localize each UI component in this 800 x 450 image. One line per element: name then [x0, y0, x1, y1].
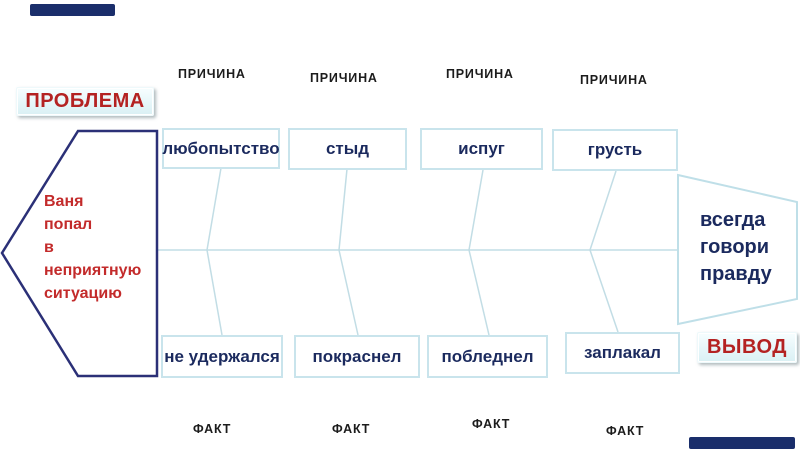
fact-box: покраснел: [294, 335, 420, 378]
fishbone-rib: [206, 249, 223, 336]
fact-label: ФАКТ: [193, 422, 232, 436]
bottom-accent-bar: [689, 437, 795, 449]
problem-badge: ПРОБЛЕМА: [16, 87, 154, 116]
fishbone-rib: [468, 169, 484, 251]
conclusion-badge: ВЫВОД: [697, 332, 797, 363]
cause-label: ПРИЧИНА: [310, 71, 378, 85]
fact-label: ФАКТ: [332, 422, 371, 436]
conclusion-statement: всегда говори правду: [700, 207, 796, 288]
problem-statement-line: неприятную: [44, 262, 142, 279]
cause-box: стыд: [288, 128, 407, 170]
fact-label: ФАКТ: [472, 417, 511, 431]
cause-box: любопытство: [162, 128, 280, 169]
conclusion-statement-line: всегда: [700, 209, 766, 231]
fishbone-rib: [338, 168, 348, 251]
fishbone-rib: [338, 249, 359, 336]
conclusion-statement-line: правду: [700, 263, 772, 285]
cause-label: ПРИЧИНА: [178, 67, 246, 81]
fishbone-rib: [589, 170, 617, 251]
cause-box: грусть: [552, 129, 678, 171]
problem-pentagon: [0, 129, 159, 378]
problem-statement-line: ситуацию: [44, 285, 122, 302]
cause-label: ПРИЧИНА: [580, 73, 648, 87]
conclusion-shape: [677, 173, 798, 326]
problem-statement-line: Ваня: [44, 193, 84, 210]
fact-box: не удержался: [161, 335, 283, 378]
fishbone-rib: [206, 167, 222, 251]
cause-box: испуг: [420, 128, 543, 170]
conclusion-statement-line: говори: [700, 236, 770, 258]
problem-statement: Ваня попал в неприятную ситуацию: [44, 190, 156, 305]
problem-statement-line: в: [44, 239, 54, 256]
fishbone-rib: [468, 249, 490, 336]
cause-label: ПРИЧИНА: [446, 67, 514, 81]
fact-box: побледнел: [427, 335, 548, 378]
problem-statement-line: попал: [44, 216, 93, 233]
top-accent-bar: [30, 4, 115, 16]
fact-label: ФАКТ: [606, 424, 645, 438]
fact-box: заплакал: [565, 332, 680, 374]
fishbone-rib: [589, 249, 619, 333]
